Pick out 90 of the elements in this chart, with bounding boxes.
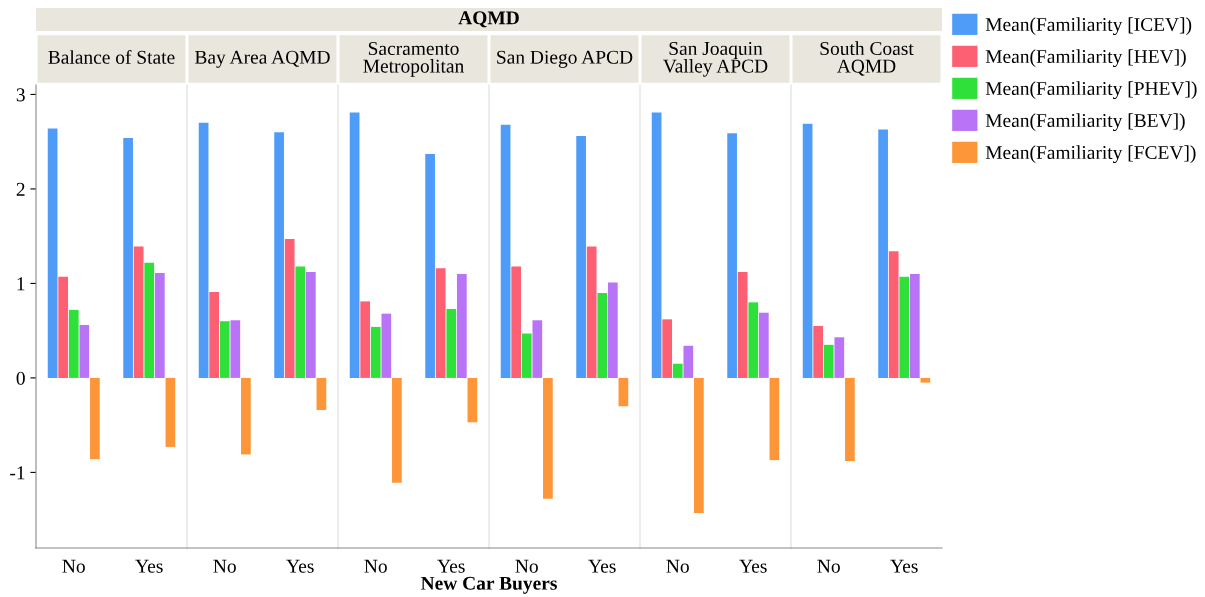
bar — [618, 377, 629, 407]
y-tick-label: 0 — [16, 371, 25, 385]
bar — [511, 266, 522, 378]
bar — [899, 276, 910, 378]
x-tick-label: No — [213, 559, 236, 573]
text: AQMD — [458, 11, 519, 28]
bar — [748, 302, 759, 378]
bar — [672, 363, 683, 378]
x-tick-label: No — [515, 559, 538, 573]
bar — [58, 276, 69, 378]
bar — [219, 321, 230, 378]
bar — [758, 312, 769, 378]
bar — [295, 266, 306, 378]
x-tick-label: Yes — [739, 559, 767, 573]
bar — [305, 272, 316, 378]
bar — [802, 123, 813, 378]
y-tick-label: -1 — [10, 466, 25, 480]
bar — [133, 246, 144, 378]
x-tick-label: Yes — [437, 559, 465, 573]
chart-title: Bay Area AQMD — [195, 50, 330, 68]
legend-label: Mean(Familiarity [ICEV]) — [985, 17, 1192, 36]
bar — [123, 137, 133, 378]
bar — [349, 112, 360, 378]
bar — [241, 377, 251, 455]
bar — [165, 377, 176, 447]
bar — [920, 377, 931, 383]
chart-title: South Coast AQMD — [820, 41, 914, 76]
bar — [878, 129, 888, 378]
y-tick-label: 1 — [17, 277, 25, 291]
bar — [769, 377, 780, 461]
bar — [500, 124, 511, 378]
bar — [727, 133, 737, 378]
chart-title: San Joaquin Valley APCD — [663, 41, 768, 77]
x-tick-label: No — [62, 559, 85, 573]
bar — [737, 272, 748, 378]
y-tick-label: 3 — [16, 88, 25, 102]
bar — [888, 251, 899, 378]
bar — [154, 273, 165, 378]
bar — [823, 344, 834, 378]
x-tick-label: Yes — [890, 559, 918, 573]
bar — [607, 282, 618, 378]
x-tick-label: Yes — [286, 559, 314, 573]
bar — [662, 319, 673, 378]
chart-title: San Diego APCD — [497, 50, 633, 68]
bar — [576, 136, 586, 378]
bar — [834, 337, 845, 378]
bar — [597, 292, 608, 378]
bar — [909, 273, 920, 378]
bar — [68, 309, 79, 378]
y-tick-label: 2 — [16, 182, 25, 196]
bar — [425, 153, 435, 378]
legend-label: Mean(Familiarity [PHEV]) — [985, 81, 1197, 100]
bar — [392, 377, 402, 483]
bar — [694, 377, 704, 514]
chart-title: Balance of State — [48, 49, 175, 64]
chart-title: Sacramento Metropolitan — [363, 41, 464, 77]
legend-label: Mean(Familiarity [HEV]) — [985, 49, 1186, 68]
bar — [532, 320, 543, 378]
bar — [144, 262, 155, 378]
x-tick-label: No — [666, 559, 689, 573]
text: New Car Buyers — [420, 576, 557, 594]
bar — [521, 333, 532, 378]
bar — [813, 325, 824, 378]
bar — [586, 246, 597, 378]
bar — [284, 239, 295, 378]
bar — [456, 273, 467, 378]
bar — [435, 268, 446, 378]
bar — [198, 122, 209, 378]
bar — [845, 377, 855, 462]
bar — [381, 313, 392, 378]
bar — [209, 291, 220, 378]
bar — [467, 377, 478, 423]
bar — [90, 377, 100, 460]
bar — [651, 112, 662, 378]
bar — [543, 377, 553, 499]
x-tick-label: Yes — [588, 559, 616, 573]
bar — [446, 308, 457, 378]
x-tick-label: No — [817, 559, 840, 573]
bar — [79, 325, 90, 378]
x-tick-label: No — [364, 559, 387, 573]
bar — [47, 128, 58, 378]
legend-label: Mean(Familiarity [FCEV]) — [985, 145, 1196, 164]
bar — [274, 132, 284, 378]
legend-label: Mean(Familiarity [BEV]) — [985, 113, 1185, 132]
x-tick-label: Yes — [135, 559, 163, 573]
bar — [316, 377, 327, 411]
bar — [370, 326, 381, 378]
bar — [683, 345, 694, 378]
bar — [230, 320, 241, 378]
bar — [360, 301, 371, 378]
